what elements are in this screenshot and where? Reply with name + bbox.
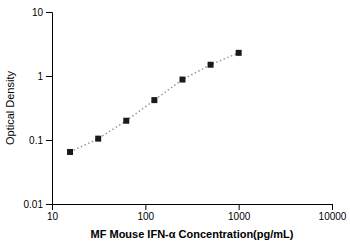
x-tick: 10000 [319,204,347,222]
chart: 10 100 1000 10000 0.01 0.1 1 10 MF Mouse IFN-α C… [0,0,350,244]
marker [123,118,129,124]
marker [67,149,73,155]
marker [208,62,214,68]
x-tick-label: 1000 [228,211,251,222]
marker [151,97,157,103]
x-tick-label: 10 [47,211,59,222]
x-tick: 10 [47,204,59,222]
y-axis-line [46,13,53,205]
x-tick: 1000 [228,204,251,222]
y-tick: 1 [37,71,52,82]
x-axis-line [53,205,333,211]
x-tick: 100 [137,204,154,222]
y-axis-title: Optical Density [4,71,16,145]
y-tick-label: 0.1 [29,135,43,146]
y-tick-mark [46,204,52,205]
x-tick-label: 10000 [319,211,347,222]
y-tick-label: 1 [37,71,43,82]
y-tick-mark [46,76,52,77]
y-tick: 10 [32,7,52,18]
y-tick: 0.1 [29,135,52,146]
marker [179,77,185,83]
x-tick-mark [332,204,333,210]
y-tick-label: 10 [32,7,44,18]
y-axis: 0.01 0.1 1 10 [24,7,53,210]
y-tick-mark [46,140,52,141]
x-tick-mark [239,204,240,210]
y-tick: 0.01 [24,199,52,210]
marks [67,50,242,155]
x-axis-title: MF Mouse IFN-α Concentration(pg/mL) [91,228,294,240]
x-tick-mark [145,204,146,210]
x-tick-label: 100 [137,211,154,222]
marker [95,136,101,142]
y-tick-mark [46,12,52,13]
x-axis: 10 100 1000 10000 [47,204,347,222]
marker [236,50,242,56]
line [70,53,239,152]
y-tick-label: 0.01 [24,199,44,210]
plot: 10 100 1000 10000 0.01 0.1 1 10 [24,7,347,222]
